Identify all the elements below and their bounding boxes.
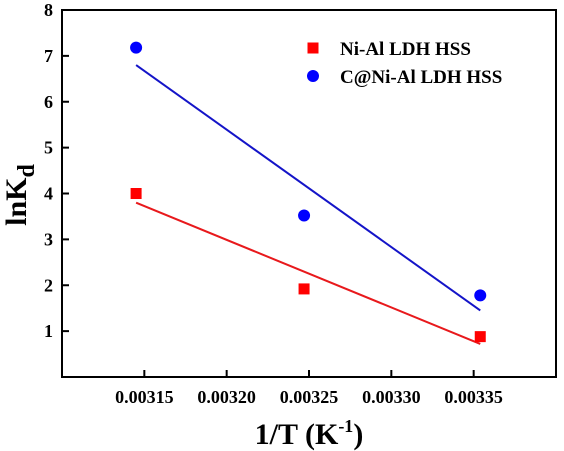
y-tick-label: 4 <box>44 184 53 204</box>
y-tick-label: 3 <box>44 229 53 249</box>
x-tick-label: 0.00325 <box>280 387 339 407</box>
y-axis-title: lnKd <box>0 164 40 226</box>
point-c-ni-al <box>474 289 487 302</box>
x-tick-label: 0.00315 <box>115 387 174 407</box>
legend-label: Ni-Al LDH HSS <box>340 39 471 60</box>
legend: Ni-Al LDH HSS C@Ni-Al LDH HSS <box>307 39 502 88</box>
x-tick-label: 0.00335 <box>444 387 503 407</box>
x-tick-label: 0.00330 <box>362 387 421 407</box>
y-tick-label: 1 <box>44 321 53 341</box>
y-tick-label: 7 <box>44 46 53 66</box>
x-axis-title-superscript: -1 <box>338 416 353 436</box>
y-tick-label: 6 <box>44 92 53 112</box>
point-ni-al <box>130 188 142 199</box>
x-axis-title-end: ) <box>353 418 363 451</box>
y-tick-label: 8 <box>44 0 53 20</box>
legend-marker-ni-al <box>307 42 319 54</box>
fit-line-ni-al <box>135 201 481 345</box>
fit-line-c-ni-al <box>135 64 481 312</box>
x-axis-ticks: 0.00315 0.00320 0.00325 0.00330 0.00335 <box>115 370 503 407</box>
legend-label: C@Ni-Al LDH HSS <box>340 67 502 88</box>
y-tick-label: 2 <box>44 275 53 295</box>
point-c-ni-al <box>130 41 143 54</box>
fit-lines <box>135 64 481 345</box>
y-axis-ticks: 1 2 3 4 5 6 7 8 <box>44 0 69 341</box>
x-tick-label: 0.00320 <box>197 387 256 407</box>
point-ni-al <box>474 331 486 343</box>
y-tick-label: 5 <box>44 138 53 158</box>
x-axis-title: 1/T (K-1) <box>255 416 364 451</box>
point-c-ni-al <box>298 209 311 222</box>
legend-marker-c-ni-al <box>307 70 319 82</box>
point-ni-al <box>298 283 310 295</box>
y-axis-title-subscript: d <box>14 164 40 178</box>
data-points <box>130 41 487 343</box>
